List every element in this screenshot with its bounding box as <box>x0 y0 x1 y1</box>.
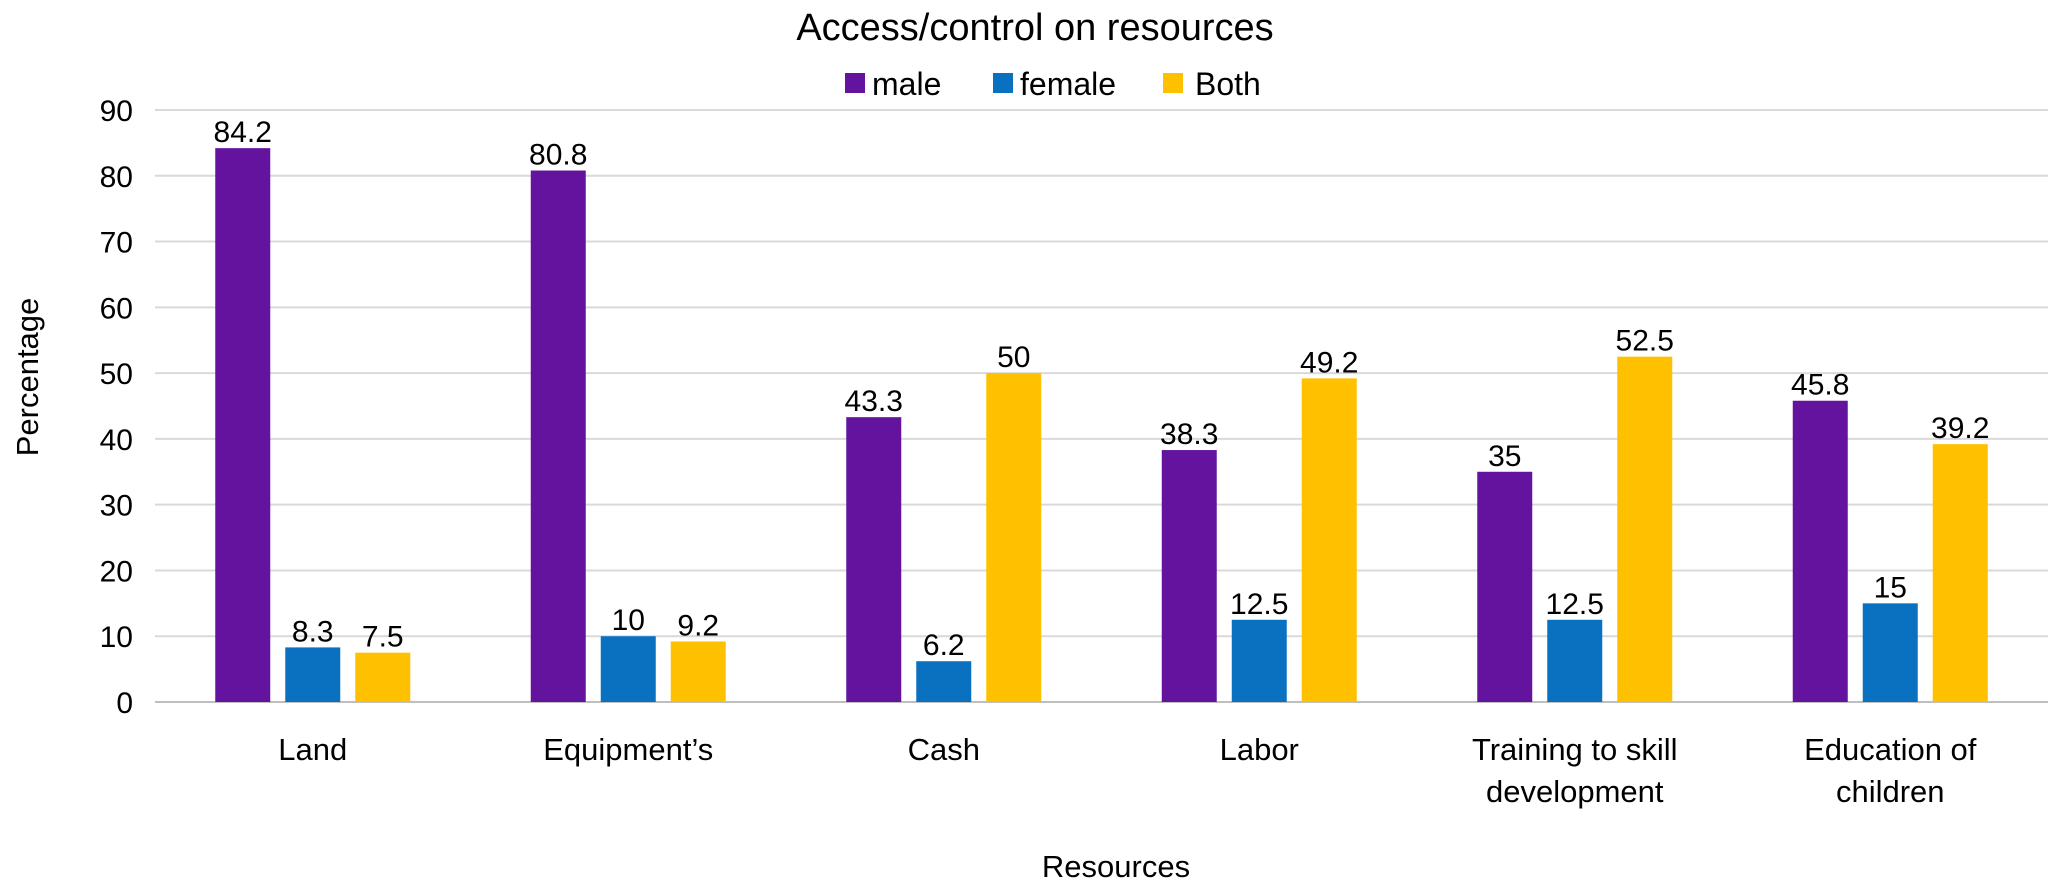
bars <box>215 148 1988 702</box>
bar-female-3 <box>1231 619 1287 702</box>
data-label: 49.2 <box>1300 346 1358 379</box>
y-tick-label: 80 <box>100 161 133 194</box>
x-axis-label: Resources <box>1042 849 1190 884</box>
y-tick-label: 10 <box>100 621 133 654</box>
legend-swatch-both <box>1163 73 1183 93</box>
bar-male-3 <box>1161 450 1217 702</box>
data-label: 35 <box>1488 440 1521 473</box>
bar-male-0 <box>215 148 271 702</box>
legend-label-both: Both <box>1195 66 1261 102</box>
y-tick-label: 70 <box>100 227 133 260</box>
y-tick-label: 0 <box>116 687 133 720</box>
y-axis-label: Percentage <box>10 298 45 457</box>
chart-title: Access/control on resources <box>796 7 1273 49</box>
data-label: 12.5 <box>1546 588 1604 621</box>
y-tick-label: 20 <box>100 555 133 588</box>
x-category-label: Equipment’s <box>543 732 713 767</box>
x-category-label: Education of <box>1804 732 1977 767</box>
data-label: 84.2 <box>214 116 272 149</box>
data-label: 8.3 <box>292 615 334 648</box>
bar-both-3 <box>1301 378 1357 702</box>
data-label: 7.5 <box>362 621 404 654</box>
y-tick-label: 40 <box>100 424 133 457</box>
bar-both-4 <box>1617 356 1673 702</box>
y-tick-label: 90 <box>100 95 133 128</box>
y-tick-label: 30 <box>100 490 133 523</box>
bar-female-2 <box>916 661 972 702</box>
data-label: 38.3 <box>1160 418 1218 451</box>
legend-label-female: female <box>1020 66 1116 102</box>
data-label: 9.2 <box>677 609 719 642</box>
bar-female-0 <box>285 647 341 702</box>
bar-male-2 <box>846 417 902 702</box>
data-label: 50 <box>997 341 1030 374</box>
legend: male female Both <box>845 66 1261 102</box>
y-axis-ticks: 0 10 20 30 40 50 60 70 80 90 <box>100 95 133 720</box>
y-tick-label: 50 <box>100 358 133 391</box>
y-tick-label: 60 <box>100 292 133 325</box>
bar-male-4 <box>1477 471 1533 702</box>
legend-swatch-male <box>845 73 865 93</box>
legend-swatch-female <box>993 73 1013 93</box>
bar-male-5 <box>1792 400 1848 702</box>
data-label: 15 <box>1874 571 1907 604</box>
bar-female-5 <box>1862 603 1918 702</box>
data-label: 39.2 <box>1931 412 1989 445</box>
x-category-label: children <box>1836 774 1945 809</box>
data-label: 12.5 <box>1230 588 1288 621</box>
bar-male-1 <box>530 170 586 702</box>
x-category-label: Land <box>278 732 347 767</box>
data-label: 10 <box>612 604 645 637</box>
bar-both-1 <box>670 641 726 702</box>
bar-both-2 <box>986 373 1042 702</box>
data-label: 6.2 <box>923 629 965 662</box>
bar-both-0 <box>355 652 411 702</box>
data-label: 80.8 <box>529 139 587 172</box>
x-category-label: Training to skill <box>1472 732 1678 767</box>
x-axis-categories: Land Equipment’s Cash Labor Training to skil… <box>278 732 1977 809</box>
legend-label-male: male <box>872 66 941 102</box>
data-label: 43.3 <box>845 385 903 418</box>
bar-female-4 <box>1547 619 1603 702</box>
data-label: 52.5 <box>1616 325 1674 358</box>
bar-female-1 <box>600 636 656 702</box>
data-labels: 84.2 8.3 7.5 80.8 10 9.2 43.3 6.2 50 38.3 12.5 49.2… <box>214 116 1990 662</box>
gridlines <box>155 109 2048 703</box>
data-label: 45.8 <box>1791 369 1849 402</box>
x-category-label: Labor <box>1220 732 1299 767</box>
x-category-label: development <box>1486 774 1664 809</box>
bar-both-5 <box>1932 444 1988 702</box>
x-category-label: Cash <box>908 732 980 767</box>
